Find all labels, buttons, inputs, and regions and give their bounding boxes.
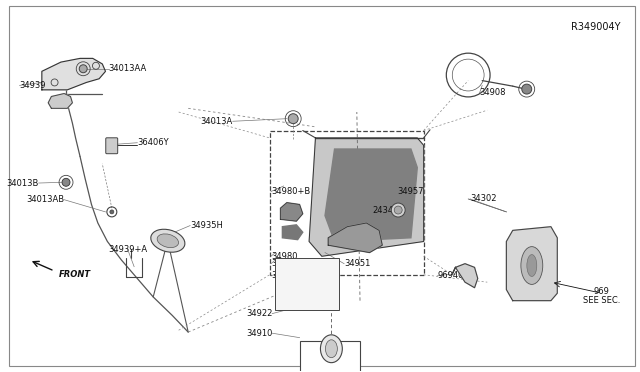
Ellipse shape	[394, 206, 402, 214]
Polygon shape	[452, 264, 477, 288]
Text: 34951: 34951	[344, 259, 371, 268]
Circle shape	[62, 178, 70, 186]
Text: 96940Y: 96940Y	[438, 271, 469, 280]
Text: R349004Y: R349004Y	[572, 22, 621, 32]
Circle shape	[110, 210, 114, 214]
Ellipse shape	[391, 203, 405, 217]
Text: 34922: 34922	[246, 309, 272, 318]
Text: 34939+A: 34939+A	[108, 245, 147, 254]
Polygon shape	[325, 149, 417, 241]
Polygon shape	[42, 58, 106, 90]
Polygon shape	[309, 138, 424, 256]
Circle shape	[79, 65, 87, 73]
Text: 34935H: 34935H	[190, 221, 223, 230]
Ellipse shape	[527, 254, 537, 276]
Circle shape	[288, 114, 298, 124]
Polygon shape	[506, 227, 557, 301]
FancyBboxPatch shape	[106, 138, 118, 154]
Bar	[269, 131, 424, 275]
Ellipse shape	[321, 335, 342, 363]
Polygon shape	[280, 203, 303, 221]
Text: 34980+B: 34980+B	[271, 187, 310, 196]
Text: 36406Y: 36406Y	[138, 138, 169, 147]
Circle shape	[522, 84, 532, 94]
Text: 34910: 34910	[246, 329, 272, 338]
Text: FRONT: FRONT	[58, 270, 91, 279]
Ellipse shape	[157, 234, 179, 248]
Text: 34302: 34302	[470, 195, 497, 203]
Ellipse shape	[151, 229, 185, 252]
Text: 34957: 34957	[397, 187, 424, 196]
Text: 34013AB: 34013AB	[26, 195, 64, 204]
Text: 34939: 34939	[20, 81, 46, 90]
Polygon shape	[48, 93, 72, 108]
Text: SEE SEC.: SEE SEC.	[583, 296, 621, 305]
Polygon shape	[282, 225, 303, 240]
Text: 969: 969	[594, 287, 610, 296]
Text: 34013B: 34013B	[6, 179, 38, 187]
Text: 34908: 34908	[479, 88, 506, 97]
Text: 34980+A: 34980+A	[271, 259, 310, 268]
Text: 34950M: 34950M	[271, 271, 305, 280]
Text: 34980: 34980	[271, 252, 298, 261]
Bar	[275, 258, 339, 310]
Ellipse shape	[325, 340, 337, 358]
Text: 24341Y: 24341Y	[372, 206, 404, 215]
Bar	[300, 341, 360, 372]
Ellipse shape	[521, 247, 543, 285]
Text: 34013AA: 34013AA	[109, 64, 147, 73]
Text: 34013A: 34013A	[200, 117, 233, 126]
Polygon shape	[328, 223, 382, 253]
